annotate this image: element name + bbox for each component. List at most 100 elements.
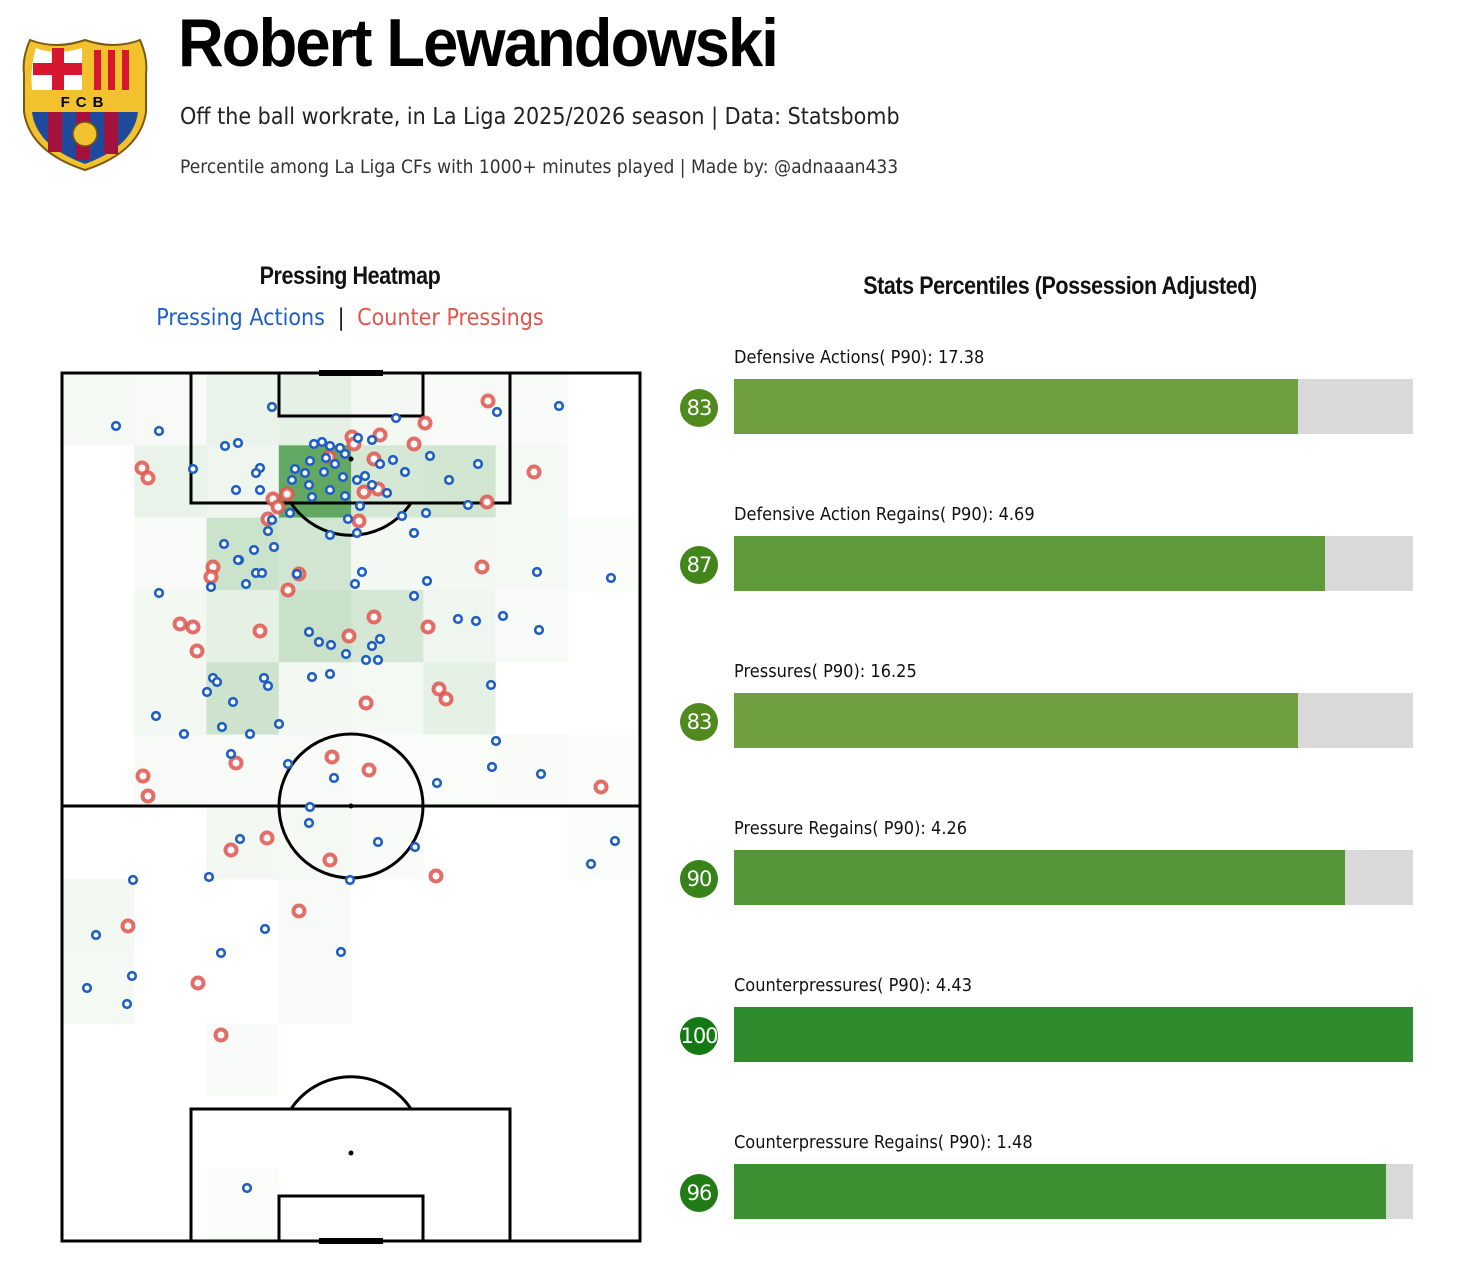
percentile-bar-track	[734, 1007, 1413, 1062]
pressing-action-point	[399, 466, 411, 478]
pressing-action-point	[335, 946, 347, 958]
stat-label: Pressure Regains( P90): 4.26	[734, 818, 968, 839]
heatmap-cell	[278, 734, 352, 807]
heatmap-cell	[206, 590, 279, 663]
percentile-badge: 87	[680, 546, 718, 584]
pressing-action-point	[351, 527, 363, 539]
stat-row: Counterpressures( P90): 4.43 100	[676, 975, 1416, 1095]
percentile-badge: 100	[680, 1017, 719, 1055]
counter-pressing-point	[252, 623, 268, 639]
pressing-action-point	[126, 970, 138, 982]
pressing-action-point	[535, 768, 547, 780]
pressing-action-point	[211, 676, 223, 688]
heatmap-cell	[278, 373, 352, 446]
pressing-action-point	[342, 513, 354, 525]
stat-row: Defensive Actions( P90): 17.38 83	[676, 347, 1416, 467]
pressing-action-point	[121, 998, 133, 1010]
percentile-bar-fill	[734, 536, 1325, 591]
pressing-action-point	[258, 672, 270, 684]
percentile-badge: 83	[680, 703, 718, 741]
counter-pressing-point	[259, 830, 275, 846]
counter-pressing-point	[438, 691, 454, 707]
counter-pressing-point	[593, 779, 609, 795]
counter-pressing-point	[280, 582, 296, 598]
pressing-action-point	[218, 538, 230, 550]
pressing-action-point	[268, 541, 280, 553]
heatmap-cell	[62, 951, 135, 1024]
pressing-action-point	[381, 487, 393, 499]
heatmap-cell	[351, 590, 424, 663]
counter-pressing-point	[279, 486, 295, 502]
pressing-action-point	[90, 929, 102, 941]
pressing-action-point	[609, 835, 621, 847]
top-penalty-spot	[348, 456, 354, 462]
heatmap-cell	[423, 662, 496, 735]
counter-pressing-point	[474, 559, 490, 575]
counter-pressing-point	[135, 768, 151, 784]
stat-row: Counterpressure Regains( P90): 1.48 96	[676, 1132, 1416, 1252]
counter-pressing-point	[291, 903, 307, 919]
pressing-action-point	[349, 578, 361, 590]
pressing-action-point	[366, 434, 378, 446]
pressing-action-point	[153, 587, 165, 599]
pressing-action-point	[409, 841, 421, 853]
pressing-action-point	[372, 836, 384, 848]
stat-label: Pressures( P90): 16.25	[734, 661, 917, 682]
pressing-action-point	[303, 479, 315, 491]
pressing-action-point	[306, 671, 318, 683]
percentile-bar-fill	[734, 850, 1346, 905]
heatmap-cell	[278, 517, 352, 590]
pressing-action-point	[259, 923, 271, 935]
pressing-action-point	[262, 680, 274, 692]
pressing-action-point	[329, 458, 341, 470]
pressing-action-point	[324, 668, 336, 680]
pressing-action-point	[374, 458, 386, 470]
pressing-action-point	[420, 507, 432, 519]
pressing-action-point	[303, 626, 315, 638]
pressing-action-point	[351, 474, 363, 486]
pressing-action-point	[531, 566, 543, 578]
pressing-action-point	[187, 463, 199, 475]
pressing-action-point	[396, 510, 408, 522]
pressing-action-point	[374, 633, 386, 645]
pressing-action-point	[490, 735, 502, 747]
percentile-bar-track	[734, 693, 1413, 748]
heatmap-cell	[278, 879, 352, 952]
pressing-action-point	[306, 491, 318, 503]
pressing-action-point	[286, 474, 298, 486]
heatmap-cell	[278, 590, 352, 663]
percentile-bar-fill	[734, 1007, 1413, 1062]
pressing-action-point	[232, 554, 244, 566]
pressing-action-point	[486, 761, 498, 773]
pressing-action-point	[203, 871, 215, 883]
pressing-action-point	[150, 710, 162, 722]
pressing-action-point	[452, 613, 464, 625]
heatmap-cell	[423, 373, 496, 446]
pressing-action-point	[273, 718, 285, 730]
pressing-action-point	[266, 401, 278, 413]
pressing-action-point	[339, 448, 351, 460]
svg-text:FCB: FCB	[61, 94, 110, 111]
pressing-action-point	[408, 527, 420, 539]
percentile-badge: 96	[680, 1174, 718, 1212]
pressing-action-point	[424, 450, 436, 462]
counter-pressing-point	[270, 499, 286, 515]
pressing-action-point	[299, 467, 311, 479]
counter-pressing-point	[322, 852, 338, 868]
counter-pressing-point	[185, 619, 201, 635]
pressing-action-point	[354, 500, 366, 512]
heatmap-cell	[62, 373, 135, 446]
pressing-action-point	[470, 615, 482, 627]
heatmap-title: Pressing Heatmap	[259, 262, 441, 290]
heatmap-legend: Pressing Actions | Counter Pressings	[125, 305, 575, 331]
percentile-bar-fill	[734, 693, 1298, 748]
pressing-action-point	[360, 654, 372, 666]
counter-pressing-point	[189, 643, 205, 659]
percentile-bar-track	[734, 850, 1413, 905]
heatmap-cell	[495, 445, 568, 518]
percentile-bar-fill	[734, 379, 1298, 434]
counter-pressing-point	[417, 415, 433, 431]
percentile-badge: 83	[680, 389, 718, 427]
counter-pressing-point	[341, 628, 357, 644]
pressing-action-point	[325, 639, 337, 651]
